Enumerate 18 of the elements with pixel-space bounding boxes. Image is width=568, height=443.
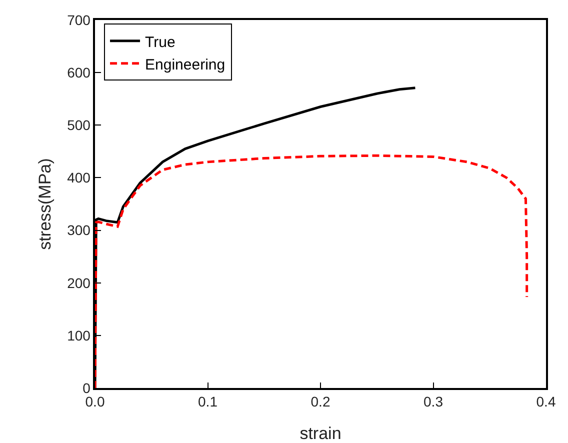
line-series [95, 154, 528, 388]
y-tick-label: 600 [67, 64, 91, 80]
y-tick-label: 100 [67, 327, 91, 344]
y-tick-label: 300 [67, 222, 91, 238]
x-tick-label: 0.1 [198, 394, 218, 410]
x-tick-label: 0.2 [310, 394, 330, 410]
legend-label: Engineering [145, 56, 226, 74]
x-tick-label: 0.4 [536, 394, 556, 410]
y-tick-label: 400 [67, 170, 91, 186]
y-tick-label: 500 [67, 117, 91, 134]
x-axis-title: strain [300, 424, 342, 443]
x-tick-label: 0.0 [85, 394, 105, 410]
y-axis-title: stress(MPa) [36, 158, 54, 250]
legend-label: True [145, 34, 176, 51]
y-tick-label: 0 [82, 380, 91, 396]
y-tick-label: 200 [67, 274, 91, 291]
y-tick-label: 700 [67, 12, 91, 28]
x-tick-label: 0.3 [424, 394, 444, 410]
